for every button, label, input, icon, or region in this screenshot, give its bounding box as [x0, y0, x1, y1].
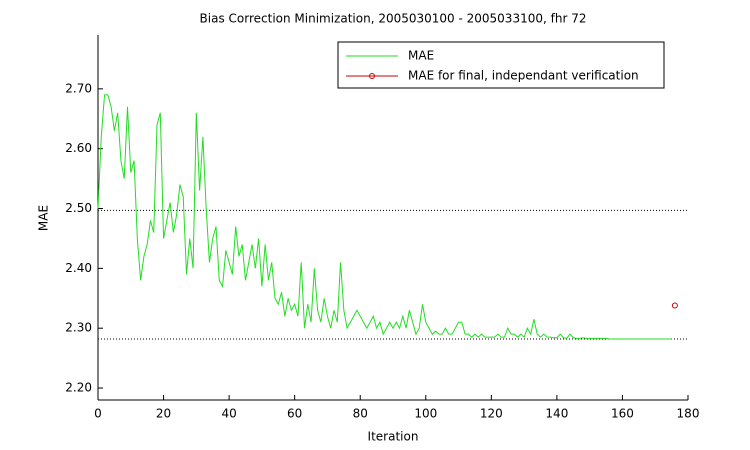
- x-tick-label: 80: [353, 407, 368, 421]
- x-tick-label: 180: [677, 407, 700, 421]
- x-tick-label: 100: [414, 407, 437, 421]
- legend-marker: [369, 73, 375, 79]
- x-tick-label: 40: [221, 407, 236, 421]
- data-line: [97, 94, 672, 340]
- y-tick-label: 2.40: [65, 261, 92, 275]
- legend-box: [337, 41, 665, 89]
- x-tick-label: 120: [480, 407, 503, 421]
- chart-title: Bias Correction Minimization, 2005030100…: [200, 12, 587, 26]
- y-tick-label: 2.60: [65, 141, 92, 155]
- y-tick-label: 2.70: [65, 81, 92, 95]
- y-axis-label: MAE: [37, 205, 51, 231]
- y-tick-label: 2.20: [65, 381, 92, 395]
- data-point: [671, 302, 678, 309]
- legend-label: MAE: [408, 49, 434, 63]
- x-tick-label: 0: [94, 407, 102, 421]
- x-tick-label: 160: [611, 407, 634, 421]
- y-tick-label: 2.30: [65, 321, 92, 335]
- x-tick-label: 20: [156, 407, 171, 421]
- x-axis-label: Iteration: [368, 430, 419, 444]
- legend-label: MAE for final, independant verification: [408, 69, 639, 83]
- x-tick-label: 60: [287, 407, 302, 421]
- y-tick-label: 2.50: [65, 201, 92, 215]
- x-tick-label: 140: [545, 407, 568, 421]
